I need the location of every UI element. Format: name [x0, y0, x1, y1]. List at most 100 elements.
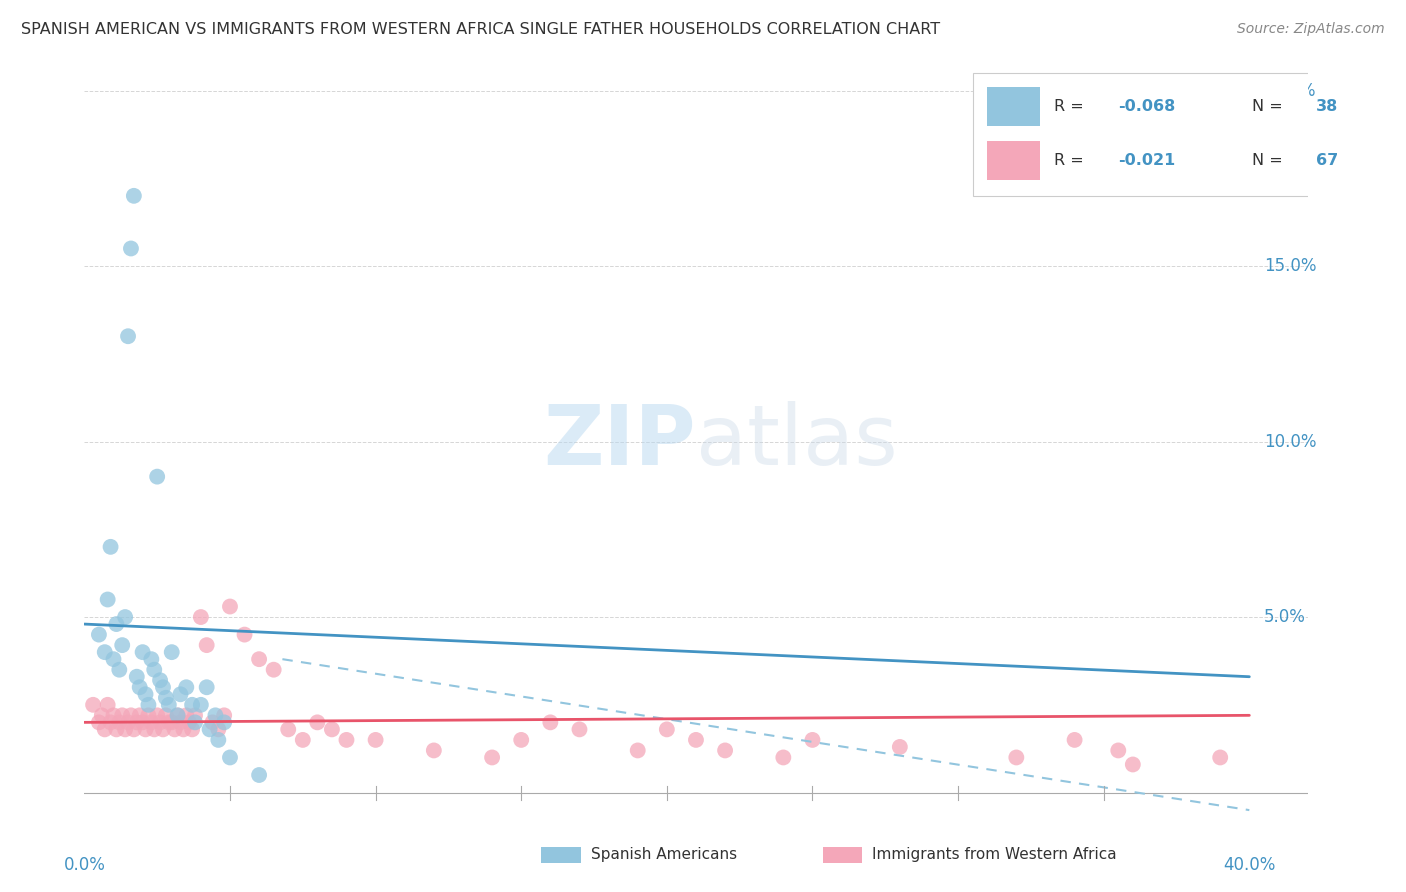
Point — [152, 723, 174, 737]
Point — [131, 715, 153, 730]
Point — [1063, 732, 1085, 747]
Point — [714, 743, 737, 757]
FancyBboxPatch shape — [973, 73, 1406, 196]
Point — [105, 617, 128, 632]
Point — [149, 673, 172, 688]
Point — [510, 732, 533, 747]
Point — [108, 663, 131, 677]
Point — [111, 708, 134, 723]
Point — [627, 743, 650, 757]
Text: 15.0%: 15.0% — [1264, 257, 1316, 275]
Point — [103, 708, 125, 723]
Point — [685, 732, 707, 747]
Text: 10.0%: 10.0% — [1264, 433, 1316, 450]
Point — [195, 638, 218, 652]
Point — [198, 723, 221, 737]
Point — [149, 715, 172, 730]
Point — [335, 732, 357, 747]
Point — [117, 715, 139, 730]
Point — [122, 189, 145, 203]
Point — [207, 732, 229, 747]
Point — [128, 680, 150, 694]
Point — [100, 540, 122, 554]
Point — [152, 680, 174, 694]
Point — [889, 739, 911, 754]
Point — [125, 670, 148, 684]
Point — [1107, 743, 1129, 757]
Text: 5.0%: 5.0% — [1264, 608, 1306, 626]
Bar — [541, 847, 581, 863]
Text: atlas: atlas — [696, 401, 897, 482]
Point — [1005, 750, 1028, 764]
Point — [233, 627, 256, 641]
Point — [195, 680, 218, 694]
Point — [172, 723, 194, 737]
Point — [138, 698, 160, 712]
Point — [247, 768, 270, 782]
Point — [93, 645, 115, 659]
Point — [131, 645, 153, 659]
Point — [97, 698, 120, 712]
Text: N =: N = — [1253, 153, 1288, 169]
Point — [160, 715, 183, 730]
Point — [105, 723, 128, 737]
Point — [174, 708, 197, 723]
Point — [364, 732, 387, 747]
Point — [160, 645, 183, 659]
Point — [169, 715, 191, 730]
Point — [291, 732, 314, 747]
Point — [120, 708, 142, 723]
Point — [321, 723, 343, 737]
Text: SPANISH AMERICAN VS IMMIGRANTS FROM WESTERN AFRICA SINGLE FATHER HOUSEHOLDS CORR: SPANISH AMERICAN VS IMMIGRANTS FROM WEST… — [21, 22, 941, 37]
Point — [117, 329, 139, 343]
Point — [143, 663, 166, 677]
Point — [87, 715, 110, 730]
Text: N =: N = — [1253, 99, 1288, 114]
Point — [212, 715, 235, 730]
Point — [181, 698, 204, 712]
Point — [135, 687, 157, 701]
Point — [82, 698, 104, 712]
Point — [108, 715, 131, 730]
Text: 67: 67 — [1316, 153, 1339, 169]
Point — [146, 469, 169, 483]
Point — [114, 610, 136, 624]
Point — [100, 715, 122, 730]
Point — [114, 723, 136, 737]
Point — [135, 723, 157, 737]
Text: -0.021: -0.021 — [1118, 153, 1175, 169]
Point — [146, 708, 169, 723]
Point — [169, 687, 191, 701]
Point — [772, 750, 794, 764]
Bar — [823, 847, 862, 863]
Text: 40.0%: 40.0% — [1223, 855, 1275, 874]
Point — [111, 638, 134, 652]
Point — [219, 750, 242, 764]
Point — [97, 592, 120, 607]
Point — [263, 663, 285, 677]
Point — [655, 723, 678, 737]
Point — [157, 715, 180, 730]
Point — [125, 715, 148, 730]
Point — [128, 708, 150, 723]
Text: -0.068: -0.068 — [1118, 99, 1175, 114]
Point — [190, 698, 212, 712]
Point — [1209, 750, 1232, 764]
Bar — [987, 87, 1039, 126]
Point — [538, 715, 561, 730]
Text: 20.0%: 20.0% — [1264, 81, 1316, 100]
Point — [157, 698, 180, 712]
Point — [122, 723, 145, 737]
Point — [247, 652, 270, 666]
Point — [90, 708, 112, 723]
Point — [204, 708, 226, 723]
Point — [166, 708, 188, 723]
Point — [181, 723, 204, 737]
Point — [138, 708, 160, 723]
Point — [141, 715, 163, 730]
Bar — [987, 142, 1039, 180]
Point — [481, 750, 503, 764]
Point — [179, 715, 201, 730]
Point — [141, 652, 163, 666]
Point — [190, 610, 212, 624]
